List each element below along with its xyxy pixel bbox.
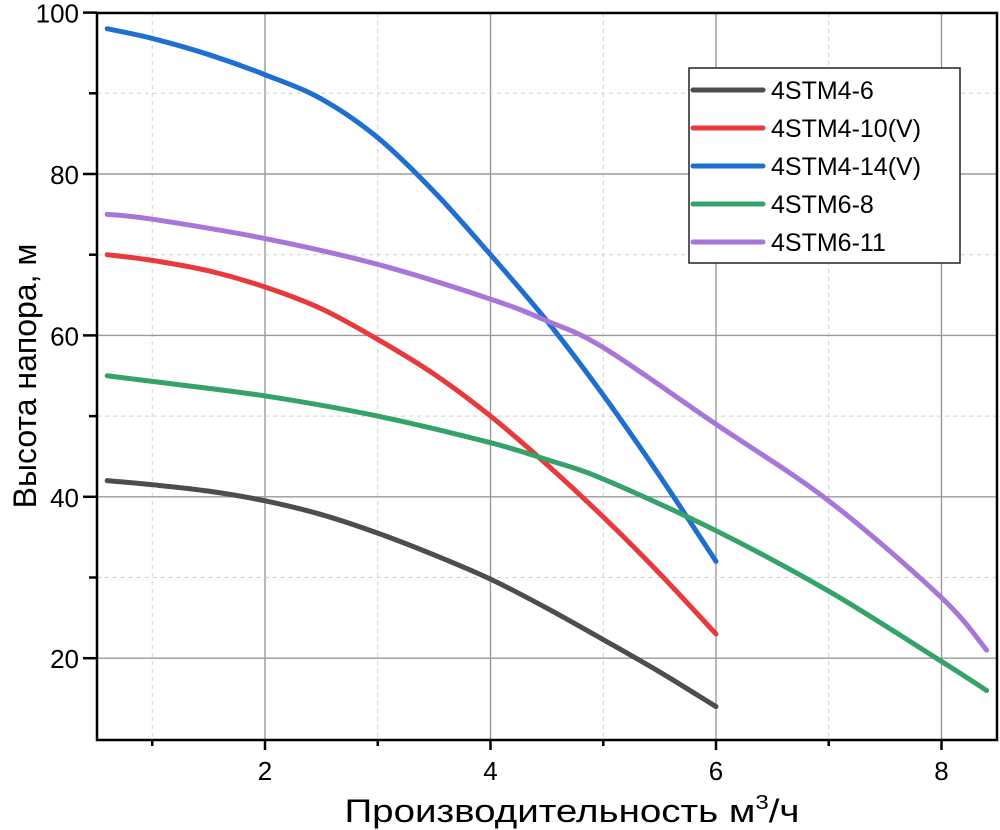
y-tick-label: 100	[36, 0, 79, 29]
x-tick-label: 6	[709, 756, 723, 786]
y-axis-title: Высота напора, м	[7, 244, 43, 509]
x-axis-title: Производительность м 3/ч	[345, 792, 800, 829]
series-line-4stm6-11	[104, 211, 990, 653]
x-tick-label: 4	[483, 756, 497, 786]
plot-frame	[95, 11, 999, 742]
legend-label: 4STM4-14(V)	[771, 153, 921, 181]
y-tick-label: 80	[50, 160, 79, 190]
legend-label: 4STM6-8	[771, 191, 874, 219]
series-line-4stm4-10-v-	[104, 252, 719, 637]
y-tick-label: 40	[50, 483, 79, 513]
x-tick-label: 2	[258, 756, 272, 786]
legend-label: 4STM4-10(V)	[771, 115, 921, 143]
series-line-4stm4-6	[104, 478, 719, 710]
y-tick-label: 20	[50, 644, 79, 674]
legend: 4STM4-6 4STM4-10(V) 4STM4-14(V) 4STM6-8 4STM…	[688, 67, 961, 264]
y-tick-label: 60	[50, 321, 79, 351]
series-lines	[104, 26, 990, 710]
legend-label: 4STM4-6	[771, 77, 874, 105]
series-line-4stm6-8	[104, 373, 990, 693]
axes: 2 4 6 8 20 40 60 80 100	[36, 0, 999, 786]
series-line-4stm4-14-v-	[104, 26, 719, 564]
x-tick-label: 8	[934, 756, 948, 786]
legend-label: 4STM6-11	[771, 229, 886, 257]
